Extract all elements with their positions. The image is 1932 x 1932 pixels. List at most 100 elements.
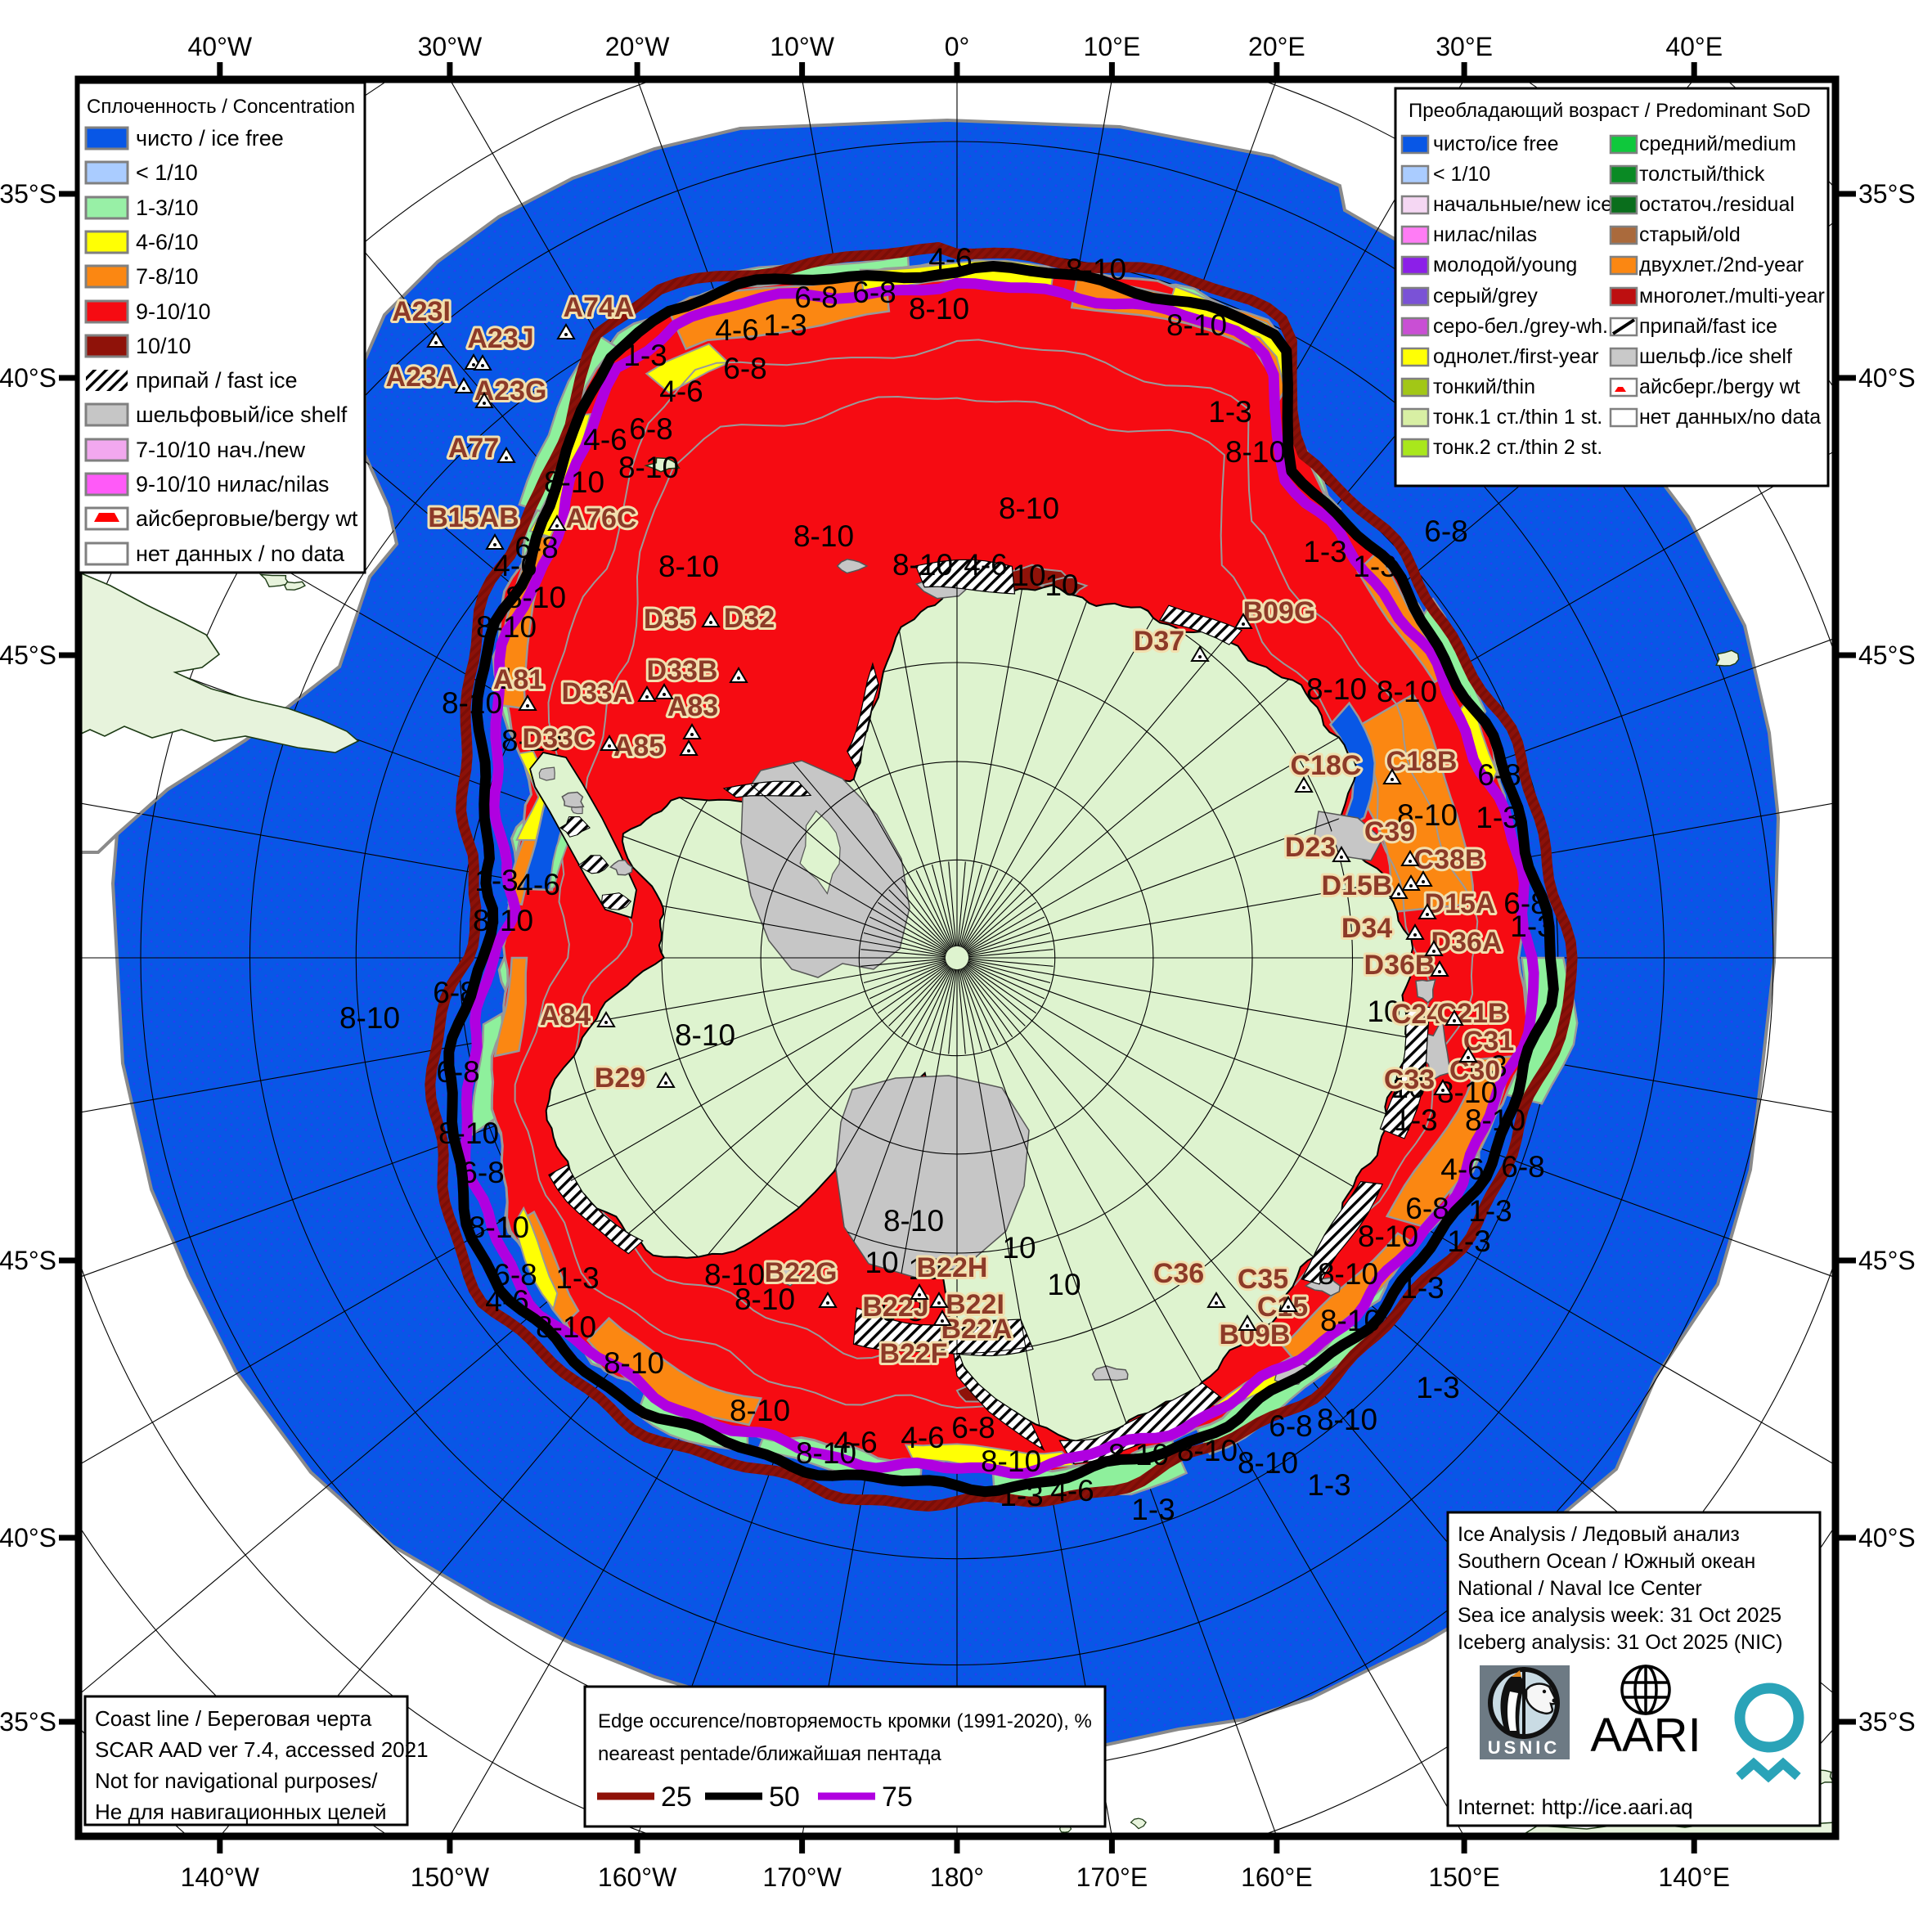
svg-text:40°E: 40°E (1665, 32, 1723, 61)
svg-text:B22H: B22H (917, 1252, 988, 1283)
svg-text:6-8: 6-8 (1477, 758, 1521, 792)
svg-text:Не для навигационных целей: Не для навигационных целей (95, 1799, 386, 1824)
svg-text:35°S: 35°S (0, 179, 56, 209)
svg-text:нилас/nilas: нилас/nilas (1433, 223, 1537, 246)
svg-text:C24: C24 (1391, 999, 1442, 1030)
svg-text:C18C: C18C (1291, 750, 1362, 781)
svg-text:Coast line / Береговая черта: Coast line / Береговая черта (95, 1706, 372, 1731)
svg-text:однолет./first-year: однолет./first-year (1433, 345, 1599, 368)
svg-text:8-10: 8-10 (1465, 1103, 1525, 1137)
svg-text:D32: D32 (724, 603, 775, 634)
svg-text:Edge occurence/повторяемость к: Edge occurence/повторяемость кромки (199… (598, 1710, 1092, 1732)
svg-text:B22I: B22I (946, 1289, 1004, 1320)
svg-text:AARI: AARI (1590, 1709, 1701, 1762)
svg-text:45°S: 45°S (1858, 640, 1916, 670)
svg-text:1-3: 1-3 (1208, 395, 1251, 429)
svg-text:40°S: 40°S (1858, 363, 1916, 393)
svg-text:8-10: 8-10 (981, 1445, 1041, 1478)
svg-text:4-6: 4-6 (583, 423, 627, 456)
svg-text:B29: B29 (595, 1063, 645, 1094)
svg-text:8-10: 8-10 (501, 724, 562, 757)
svg-text:4-6: 4-6 (928, 242, 972, 276)
svg-text:0°: 0° (945, 32, 970, 61)
svg-text:45°S: 45°S (0, 640, 56, 670)
svg-text:A76C: A76C (566, 503, 637, 534)
svg-text:180°: 180° (930, 1862, 984, 1892)
svg-text:8-10: 8-10 (1397, 798, 1458, 832)
svg-text:10: 10 (908, 1252, 941, 1286)
svg-text:160°W: 160°W (598, 1862, 677, 1892)
svg-text:D33B: D33B (647, 655, 718, 686)
svg-text:Internet: http://ice.aari.aq: Internet: http://ice.aari.aq (1458, 1795, 1693, 1819)
svg-text:начальные/new ice: начальные/new ice (1433, 193, 1612, 216)
svg-text:1-3: 1-3 (1307, 1468, 1350, 1502)
svg-text:1-3: 1-3 (1510, 910, 1553, 943)
svg-text:чисто / ice free: чисто / ice free (136, 126, 284, 151)
svg-text:8-10: 8-10 (883, 1204, 944, 1238)
svg-text:4-6: 4-6 (1050, 1474, 1094, 1507)
svg-text:6-8: 6-8 (794, 281, 838, 314)
svg-text:A84: A84 (540, 1000, 591, 1031)
svg-text:10/10: 10/10 (136, 334, 191, 358)
svg-text:10: 10 (1391, 1071, 1425, 1104)
svg-text:припай/fast ice: припай/fast ice (1639, 315, 1777, 338)
svg-text:6-8: 6-8 (951, 1411, 995, 1445)
svg-text:B15AB: B15AB (428, 502, 519, 533)
svg-text:A74A: A74A (564, 292, 635, 323)
svg-text:тонк.1 ст./thin 1 st.: тонк.1 ст./thin 1 st. (1433, 406, 1602, 429)
svg-text:8-10: 8-10 (735, 1283, 795, 1316)
svg-text:4-6: 4-6 (659, 375, 703, 408)
svg-text:25: 25 (661, 1781, 692, 1813)
svg-text:4-6: 4-6 (1440, 1152, 1484, 1186)
svg-text:8-10: 8-10 (675, 1018, 735, 1052)
svg-text:1-3: 1-3 (499, 662, 542, 695)
svg-text:1-3: 1-3 (1303, 535, 1346, 568)
svg-text:двухлет./2nd-year: двухлет./2nd-year (1639, 254, 1804, 276)
svg-text:150°E: 150°E (1428, 1862, 1500, 1892)
svg-text:8-10: 8-10 (1108, 1438, 1169, 1471)
svg-text:10: 10 (865, 1246, 898, 1279)
svg-text:тонк.2 ст./thin 2 st.: тонк.2 ст./thin 2 st. (1433, 436, 1602, 459)
svg-text:1-3: 1-3 (623, 339, 667, 372)
svg-text:6-8: 6-8 (1424, 514, 1467, 548)
svg-text:C33: C33 (1384, 1064, 1435, 1095)
svg-text:8-10: 8-10 (1317, 1403, 1377, 1436)
svg-text:8-10: 8-10 (1225, 435, 1286, 469)
svg-text:10°E: 10°E (1084, 32, 1141, 61)
svg-text:1-3: 1-3 (1476, 801, 1519, 834)
svg-text:6-8: 6-8 (629, 412, 672, 446)
svg-text:A81: A81 (493, 664, 544, 695)
svg-text:8-10: 8-10 (536, 1310, 596, 1344)
svg-text:8-10: 8-10 (909, 292, 969, 326)
svg-text:C18B: C18B (1386, 746, 1458, 777)
svg-text:9-10/10 нилас/nilas: 9-10/10 нилас/nilas (136, 472, 329, 496)
svg-text:1-3: 1-3 (1353, 550, 1396, 583)
svg-text:нет данных / no data: нет данных / no data (136, 541, 345, 566)
svg-text:8-10: 8-10 (1306, 672, 1367, 706)
svg-text:айсберговые/bergy wt: айсберговые/bergy wt (136, 506, 358, 531)
svg-text:серый/grey: серый/grey (1433, 285, 1538, 308)
svg-text:45°S: 45°S (1858, 1246, 1916, 1275)
svg-text:D35: D35 (644, 604, 694, 635)
svg-text:SCAR AAD ver 7.4, accessed 202: SCAR AAD ver 7.4, accessed 2021 (95, 1737, 429, 1762)
svg-text:8-10: 8-10 (604, 1346, 664, 1380)
svg-text:D36B: D36B (1364, 950, 1436, 981)
svg-text:40°S: 40°S (0, 363, 56, 393)
svg-text:молодой/young: молодой/young (1433, 254, 1577, 276)
svg-text:8-10: 8-10 (1320, 1304, 1381, 1337)
svg-text:чисто/ice free: чисто/ice free (1433, 133, 1559, 155)
svg-text:4-6: 4-6 (493, 549, 537, 582)
svg-text:8-10: 8-10 (1358, 1220, 1418, 1253)
svg-text:1-3: 1-3 (1394, 1103, 1437, 1137)
svg-text:10°W: 10°W (770, 32, 834, 61)
svg-text:USNIC: USNIC (1488, 1737, 1560, 1758)
svg-text:8-10: 8-10 (544, 465, 604, 499)
svg-text:6-8: 6-8 (1501, 1150, 1544, 1184)
svg-text:8-10: 8-10 (793, 519, 854, 553)
svg-text:neareast pentade/ближайшая пен: neareast pentade/ближайшая пентада (598, 1743, 941, 1765)
svg-text:10: 10 (1367, 995, 1400, 1028)
svg-text:A23A: A23A (386, 362, 457, 393)
svg-text:8-10: 8-10 (730, 1394, 790, 1427)
svg-text:< 1/10: < 1/10 (136, 160, 198, 185)
svg-text:10: 10 (1002, 1231, 1036, 1265)
